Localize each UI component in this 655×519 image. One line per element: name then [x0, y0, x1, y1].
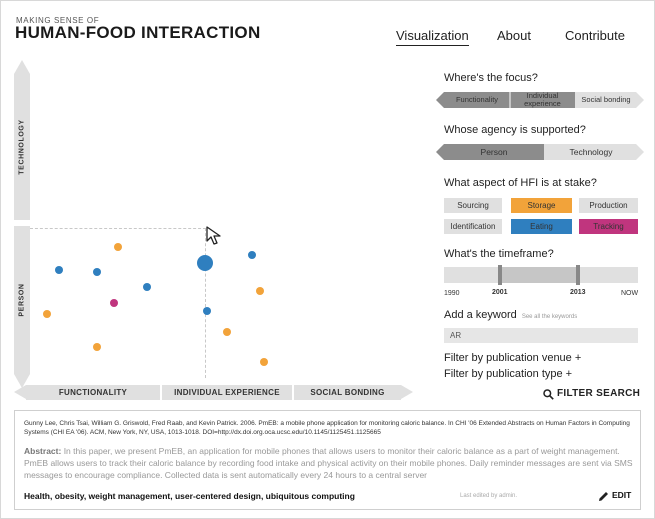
- filter-venue-link[interactable]: Filter by publication venue +: [444, 352, 582, 364]
- publication-dot[interactable]: [55, 266, 63, 274]
- mouse-cursor-icon: [206, 226, 221, 245]
- nav-visualization[interactable]: Visualization: [396, 28, 469, 46]
- timeframe-min-label: 1990: [444, 290, 460, 297]
- publication-dot[interactable]: [93, 268, 101, 276]
- axis-functionality[interactable]: FUNCTIONALITY: [26, 385, 160, 400]
- timeframe-max-label: NOW: [621, 290, 639, 297]
- nav-contribute[interactable]: Contribute: [565, 28, 625, 43]
- aspect-storage[interactable]: Storage: [511, 198, 572, 213]
- axis-left-arrow-icon: [14, 385, 26, 399]
- timeframe-end-handle[interactable]: [576, 265, 580, 285]
- publication-dot[interactable]: [256, 287, 264, 295]
- axis-technology-label: TECHNOLOGY: [18, 119, 26, 175]
- axis-person[interactable]: PERSON: [14, 226, 30, 374]
- focus-functionality[interactable]: Functionality: [455, 95, 499, 104]
- timeframe-end-label: 2013: [570, 289, 586, 296]
- aspect-tracking[interactable]: Tracking: [579, 219, 638, 234]
- keyword-input[interactable]: [444, 328, 638, 343]
- focus-social-bonding[interactable]: Social bonding: [581, 95, 631, 104]
- abstract-body: In this paper, we present PmEB, an appli…: [24, 446, 633, 480]
- publication-dot[interactable]: [203, 307, 211, 315]
- abstract-text: Abstract: In this paper, we present PmEB…: [24, 445, 636, 481]
- axis-individual-experience[interactable]: INDIVIDUAL EXPERIENCE: [162, 385, 292, 400]
- focus-arrow-bar: [436, 92, 644, 108]
- aspect-identification[interactable]: Identification: [444, 219, 502, 234]
- axis-right-arrow-icon: [401, 385, 413, 399]
- keyword-label-row: Add a keyword See all the keywords: [444, 309, 577, 321]
- brand-subtitle: MAKING SENSE OF: [16, 16, 100, 25]
- aspect-production[interactable]: Production: [579, 198, 638, 213]
- abstract-label: Abstract:: [24, 446, 62, 456]
- timeframe-start-handle[interactable]: [498, 265, 502, 285]
- see-all-keywords-link[interactable]: See all the keywords: [521, 314, 578, 320]
- edit-button[interactable]: EDIT: [612, 490, 632, 500]
- agency-question: Whose agency is supported?: [444, 124, 586, 136]
- keywords-text: Health, obesity, weight management, user…: [24, 491, 355, 501]
- publication-dot[interactable]: [248, 251, 256, 259]
- axis-up-arrow-icon: [14, 60, 30, 74]
- agency-person[interactable]: Person: [480, 147, 508, 157]
- publication-detail-panel: Gunny Lee, Chris Tsai, William G. Griswo…: [14, 410, 641, 510]
- focus-individual-experience[interactable]: Individual experience: [524, 91, 561, 108]
- timeframe-question: What's the timeframe?: [444, 248, 554, 260]
- axis-down-arrow-icon: [14, 374, 30, 388]
- axis-technology[interactable]: TECHNOLOGY: [14, 74, 30, 220]
- agency-arrow-bar: [436, 144, 644, 160]
- aspect-sourcing[interactable]: Sourcing: [444, 198, 502, 213]
- publication-dot[interactable]: [143, 283, 151, 291]
- filter-type-link[interactable]: Filter by publication type +: [444, 368, 573, 380]
- publication-dot[interactable]: [114, 243, 122, 251]
- crosshair-horizontal: [30, 228, 206, 229]
- publication-dot[interactable]: [110, 299, 118, 307]
- timeframe-start-label: 2001: [492, 289, 508, 296]
- timeframe-slider[interactable]: [444, 265, 638, 285]
- publication-dot[interactable]: [43, 310, 51, 318]
- publication-dot[interactable]: [260, 358, 268, 366]
- agency-technology[interactable]: Technology: [569, 147, 613, 157]
- nav-about[interactable]: About: [497, 28, 531, 43]
- filter-search-button[interactable]: FILTER SEARCH: [557, 388, 641, 399]
- axis-person-label: PERSON: [18, 283, 26, 317]
- pencil-icon: [599, 492, 608, 501]
- axis-social-bonding[interactable]: SOCIAL BONDING: [294, 385, 401, 400]
- brand-title[interactable]: HUMAN-FOOD INTERACTION: [15, 23, 261, 42]
- last-edited-text: Last edited by admin.: [460, 493, 518, 499]
- publication-dot[interactable]: [223, 328, 231, 336]
- timeframe-selected-range: [500, 267, 578, 283]
- aspect-question: What aspect of HFI is at stake?: [444, 177, 597, 189]
- focus-question: Where's the focus?: [444, 72, 538, 84]
- publication-dot[interactable]: [93, 343, 101, 351]
- crosshair-vertical: [205, 228, 206, 378]
- aspect-eating[interactable]: Eating: [511, 219, 572, 234]
- search-icon: [543, 389, 554, 400]
- keyword-label: Add a keyword: [444, 309, 517, 321]
- citation-text: Gunny Lee, Chris Tsai, William G. Griswo…: [24, 420, 630, 436]
- publication-dot[interactable]: [197, 255, 213, 271]
